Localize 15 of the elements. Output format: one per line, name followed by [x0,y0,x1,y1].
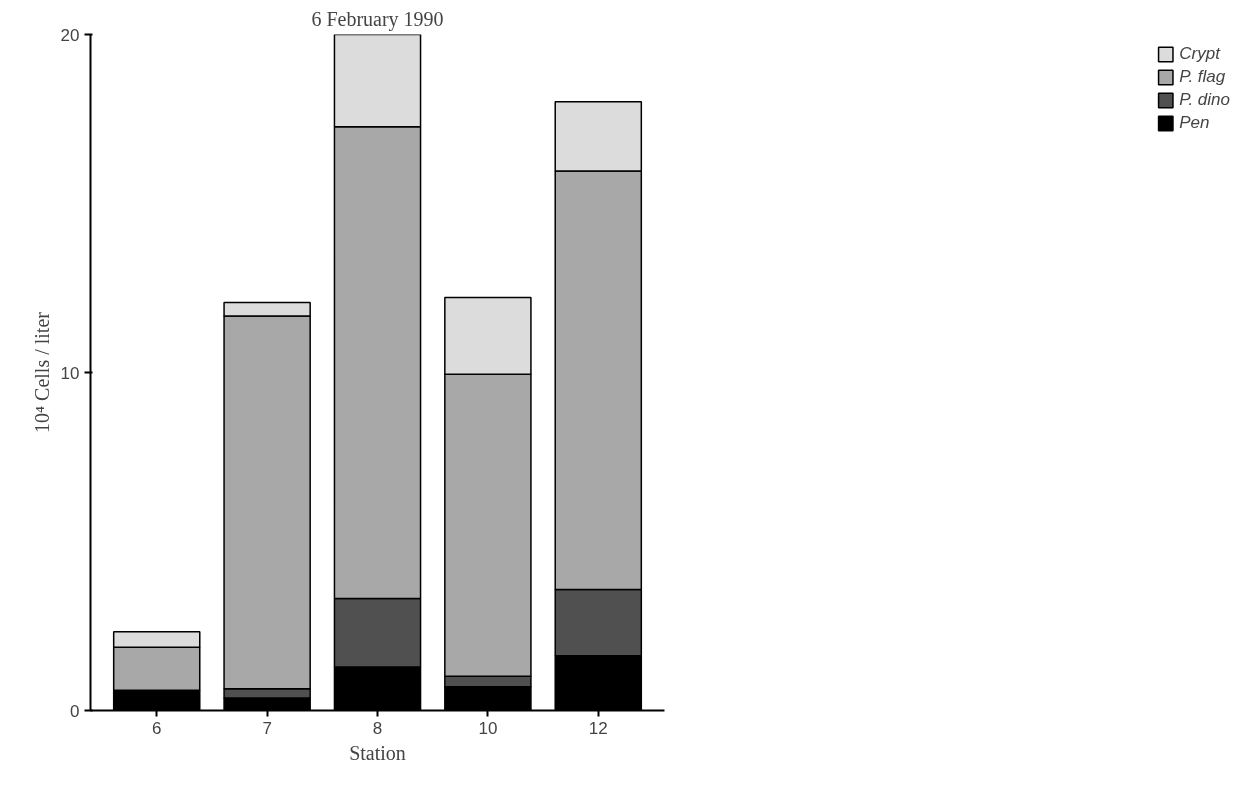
x-axis-title: Station [349,741,406,764]
y-tick-label: 0 [70,701,80,721]
legend-label: P. flag [1179,67,1226,87]
x-tick-label: 6 [152,718,162,738]
legend-label: Crypt [1179,44,1220,64]
x-tick-label: 7 [262,718,272,738]
x-tick-label: 10 [478,718,498,738]
y-tick-label: 20 [60,25,80,45]
x-tick-label: 8 [372,718,383,738]
chart-title: 6 February 1990 [311,7,444,31]
legend-label: Pen [1179,113,1210,133]
legend-label: P. dino [1179,90,1230,110]
x-tick-label: 12 [588,718,608,738]
y-axis-title: 10⁴ Cells / liter [30,311,53,433]
y-tick-label: 10 [60,363,80,383]
